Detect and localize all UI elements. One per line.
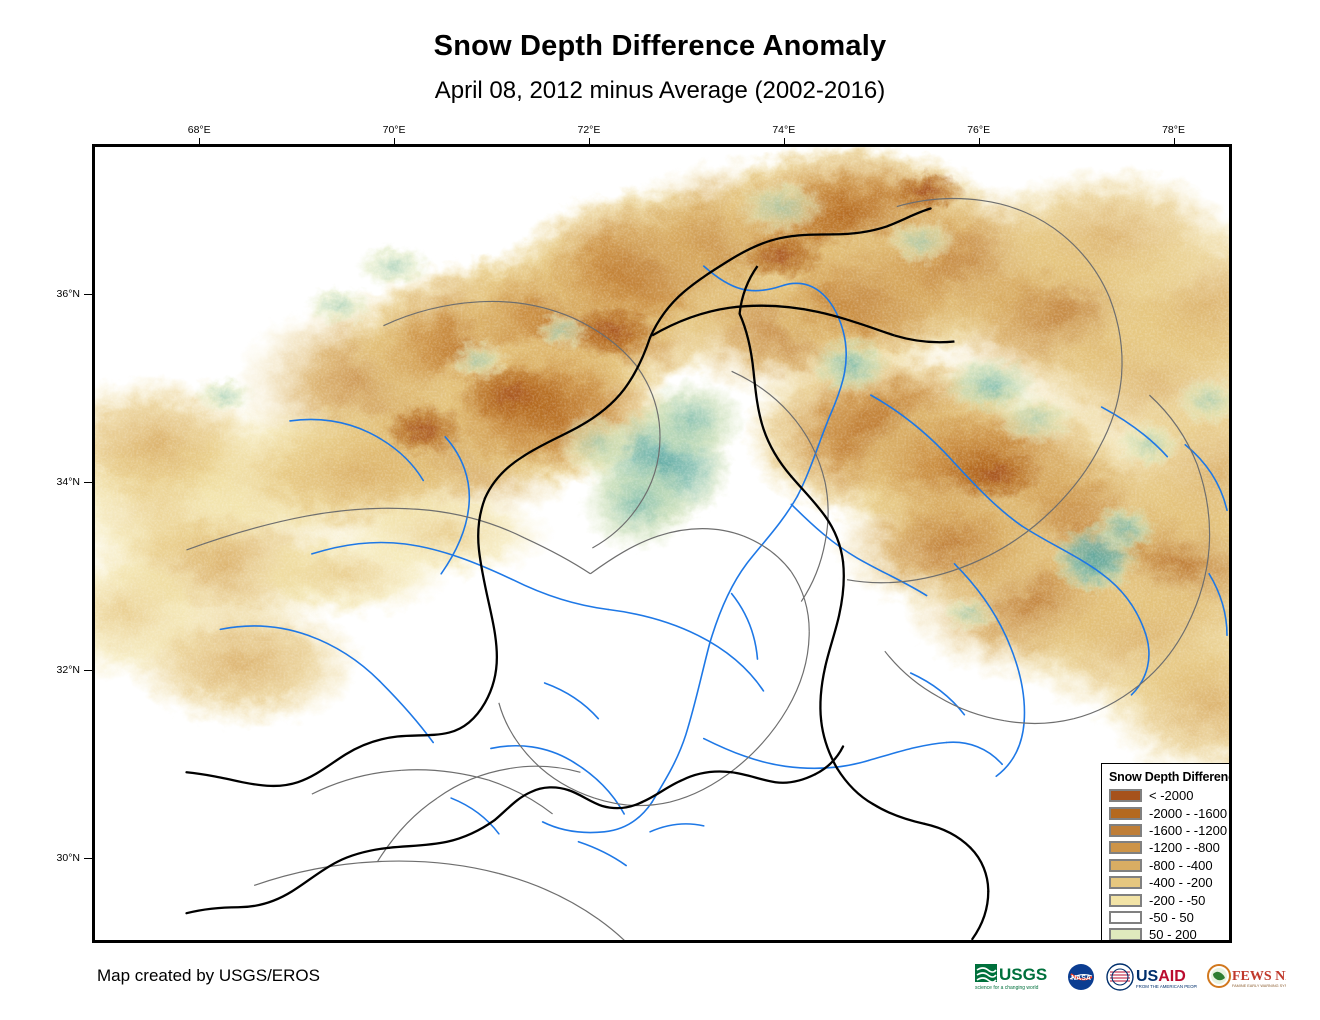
svg-text:FAMINE EARLY WARNING SYSTEMS N: FAMINE EARLY WARNING SYSTEMS NETWORK xyxy=(1232,984,1286,988)
legend-label: -1600 - -1200 xyxy=(1149,822,1228,838)
kashmir-boundary xyxy=(651,265,955,344)
legend-label: < -2000 xyxy=(1149,788,1194,804)
lon-tick-mark xyxy=(588,138,590,146)
legend-swatch xyxy=(1109,876,1142,890)
terrain-ridge-texture xyxy=(95,147,1229,763)
legend-swatch xyxy=(1109,858,1142,872)
lon-tick-label: 70°E xyxy=(382,124,406,136)
legend-row: -400 - -200 xyxy=(1108,874,1229,891)
river-network xyxy=(219,265,1228,867)
legend-row: -50 - 50 xyxy=(1108,909,1229,926)
legend-swatch xyxy=(1109,806,1142,820)
legend-row: 50 - 200 xyxy=(1108,926,1229,943)
map-canvas xyxy=(95,147,1229,940)
lat-tick-label: 34°N xyxy=(56,476,80,489)
svg-text:FEWS NET: FEWS NET xyxy=(1232,969,1286,984)
legend-swatch xyxy=(1109,910,1142,924)
legend-title: Snow Depth Difference (mm) xyxy=(1109,770,1229,784)
legend-label: -50 - 50 xyxy=(1149,909,1194,925)
legend-label: -1200 - -800 xyxy=(1149,840,1220,856)
lat-tick-label: 30°N xyxy=(56,852,80,865)
legend-row: < -2000 xyxy=(1108,787,1229,804)
lon-tick-label: 72°E xyxy=(577,124,601,136)
svg-text:science for a changing world: science for a changing world xyxy=(975,985,1039,991)
lon-tick-mark xyxy=(978,138,980,146)
usgs-logo: USGS science for a changing world xyxy=(975,960,1057,994)
legend-label: -2000 - -1600 xyxy=(1149,805,1228,821)
legend-row: -1200 - -800 xyxy=(1108,839,1229,856)
lon-tick-mark xyxy=(394,138,396,146)
lat-tick-label: 32°N xyxy=(56,664,80,677)
lon-tick-mark xyxy=(783,138,785,146)
legend-row: -200 - -50 xyxy=(1108,891,1229,908)
page-title: Snow Depth Difference Anomaly xyxy=(433,30,887,62)
legend-swatch xyxy=(1109,893,1142,907)
svg-text:USAID: USAID xyxy=(1136,968,1186,985)
lat-tick-mark xyxy=(84,858,92,860)
svg-text:NASA: NASA xyxy=(1071,975,1091,982)
nasa-logo: NASA xyxy=(1066,960,1096,994)
legend-row: -800 - -400 xyxy=(1108,857,1229,874)
map-legend: Snow Depth Difference (mm) < -2000-2000 … xyxy=(1101,763,1229,943)
agency-logos: USGS science for a changing world NASA U… xyxy=(975,958,1286,996)
legend-label: 50 - 200 xyxy=(1149,927,1197,943)
fewsnet-logo: FEWS NET FAMINE EARLY WARNING SYSTEMS NE… xyxy=(1206,960,1286,994)
legend-swatch xyxy=(1109,789,1142,803)
lon-tick-mark xyxy=(1173,138,1175,146)
svg-text:FROM THE AMERICAN PEOPLE: FROM THE AMERICAN PEOPLE xyxy=(1136,984,1197,989)
legend-label: -200 - -50 xyxy=(1149,892,1206,908)
legend-row: -1600 - -1200 xyxy=(1108,822,1229,839)
legend-rows: < -2000 -2000 - -1600 -1600 - -1200 -1200 -… xyxy=(1108,787,1229,943)
legend-swatch xyxy=(1109,823,1142,837)
lon-tick-label: 68°E xyxy=(187,124,211,136)
international-boundaries xyxy=(185,207,990,940)
lat-tick-mark xyxy=(84,482,92,484)
legend-row: -2000 - -1600 xyxy=(1108,804,1229,821)
legend-label: -800 - -400 xyxy=(1149,857,1213,873)
lon-tick-label: 78°E xyxy=(1162,124,1185,136)
map-credit: Map created by USGS/EROS xyxy=(97,966,320,985)
map-frame[interactable]: Snow Depth Difference (mm) < -2000-2000 … xyxy=(92,144,1232,943)
lon-tick-label: 74°E xyxy=(772,124,796,136)
lat-tick-label: 36°N xyxy=(56,288,80,301)
lon-tick-mark xyxy=(199,138,201,146)
legend-swatch xyxy=(1109,841,1142,855)
svg-text:USGS: USGS xyxy=(999,965,1047,984)
lat-tick-mark xyxy=(84,670,92,672)
page-subtitle: April 08, 2012 minus Average (2002-2016) xyxy=(434,77,886,104)
usaid-logo: USAID FROM THE AMERICAN PEOPLE xyxy=(1105,960,1197,994)
legend-swatch xyxy=(1109,928,1142,940)
lat-tick-mark xyxy=(84,294,92,296)
legend-label: -400 - -200 xyxy=(1149,875,1213,891)
lon-tick-label: 76°E xyxy=(967,124,991,136)
